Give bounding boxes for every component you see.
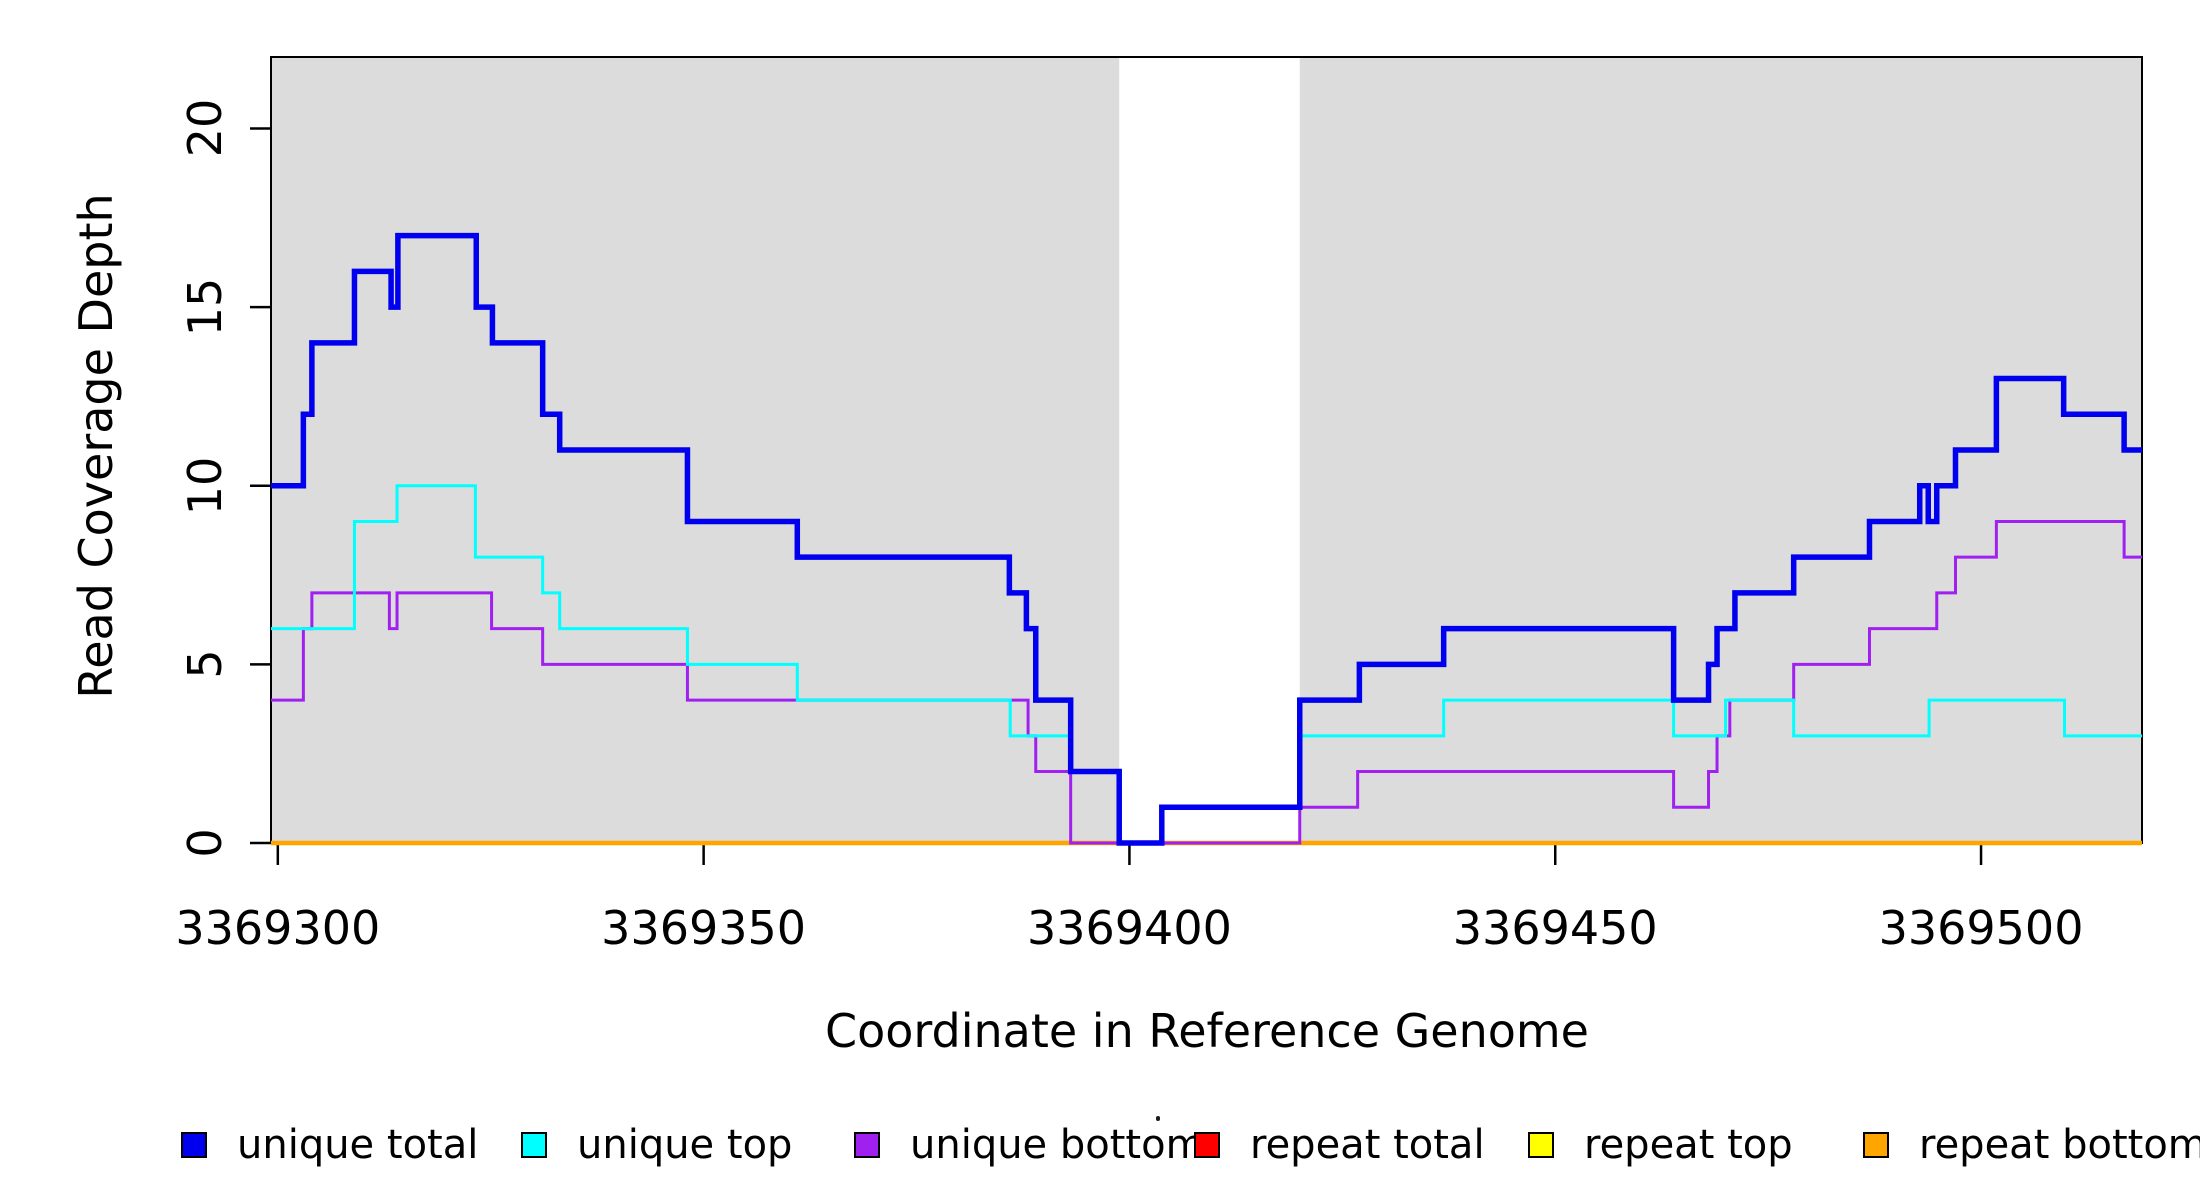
legend-swatch-icon xyxy=(1194,1132,1220,1158)
legend-label: repeat bottom xyxy=(1919,1122,2200,1168)
legend-item-unique-total: unique total xyxy=(181,1122,478,1168)
y-tick-label: 5 xyxy=(178,649,232,679)
legend-item-repeat-top: repeat top xyxy=(1528,1122,1793,1168)
legend-label: unique total xyxy=(237,1122,479,1168)
legend-label: repeat top xyxy=(1584,1122,1793,1168)
shaded-band-1 xyxy=(1299,57,2142,843)
series-unique-bottom xyxy=(271,519,2142,845)
x-tick-label: 3369400 xyxy=(1026,901,1232,955)
x-axis-title: Coordinate in Reference Genome xyxy=(825,1004,1589,1058)
y-tick-label: 10 xyxy=(178,456,232,515)
legend-label: unique top xyxy=(577,1122,793,1168)
legend-item-unique-top: unique top xyxy=(521,1122,792,1168)
legend-item-repeat-bottom: repeat bottom xyxy=(1863,1122,2200,1168)
y-tick-label: 0 xyxy=(178,828,232,858)
legend-swatch-icon xyxy=(181,1132,207,1158)
legend-item-unique-bottom: unique bottom xyxy=(854,1122,1205,1168)
legend-swatch-icon xyxy=(854,1132,880,1158)
x-tick-label: 3369300 xyxy=(175,901,381,955)
stray-dot xyxy=(1156,1116,1160,1121)
x-tick-label: 3369500 xyxy=(1878,901,2084,955)
y-tick-label: 15 xyxy=(178,277,232,337)
series-unique-total xyxy=(271,232,2142,846)
x-tick-label: 3369450 xyxy=(1452,901,1658,955)
y-tick-label: 20 xyxy=(178,99,232,158)
legend-swatch-icon xyxy=(1528,1132,1554,1158)
y-axis-title: Read Coverage Depth xyxy=(69,193,123,699)
legend-swatch-icon xyxy=(521,1132,547,1158)
x-tick-label: 3369350 xyxy=(601,901,807,955)
legend-label: repeat total xyxy=(1250,1122,1485,1168)
legend-label: unique bottom xyxy=(910,1122,1205,1168)
legend-item-repeat-total: repeat total xyxy=(1194,1122,1485,1168)
shaded-band-0 xyxy=(271,57,1120,843)
legend-swatch-icon xyxy=(1863,1132,1889,1158)
